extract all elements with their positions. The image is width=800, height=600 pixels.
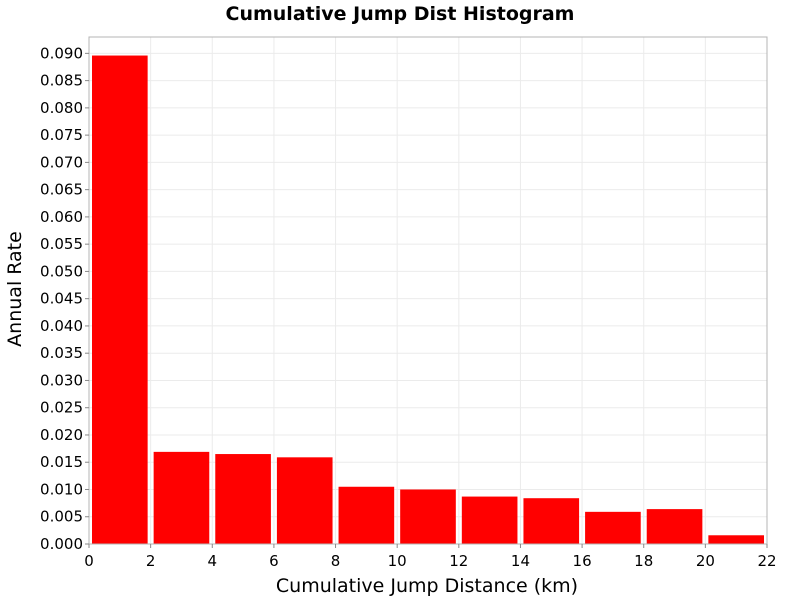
y-tick-label: 0.015 <box>40 453 83 471</box>
histogram-bar <box>585 511 641 544</box>
y-tick-label: 0.000 <box>40 535 83 553</box>
y-tick-label: 0.035 <box>40 344 83 362</box>
x-tick-label: 8 <box>331 552 341 570</box>
y-tick-label: 0.060 <box>40 208 83 226</box>
y-tick-label: 0.030 <box>40 371 83 389</box>
x-tick-label: 0 <box>84 552 94 570</box>
x-tick-label: 4 <box>207 552 217 570</box>
y-tick-label: 0.045 <box>40 290 83 308</box>
chart-title: Cumulative Jump Dist Histogram <box>226 3 575 25</box>
y-tick-label: 0.025 <box>40 399 83 417</box>
histogram-bar <box>461 496 518 544</box>
histogram-bar <box>708 535 764 544</box>
y-tick-label: 0.080 <box>40 99 83 117</box>
histogram-bar <box>400 489 456 544</box>
histogram-bar <box>215 454 271 544</box>
x-tick-label: 10 <box>388 552 407 570</box>
y-tick-label: 0.055 <box>40 235 83 253</box>
y-axis-ticks: 0.000 0.005 0.010 0.015 0.020 0.025 0.030 0.035… <box>40 44 89 553</box>
y-tick-label: 0.085 <box>40 72 83 90</box>
y-tick-label: 0.050 <box>40 262 83 280</box>
histogram-bar <box>153 451 210 544</box>
plot-frame <box>88 36 768 545</box>
y-tick-label: 0.075 <box>40 126 83 144</box>
x-tick-label: 20 <box>696 552 715 570</box>
x-tick-label: 6 <box>269 552 279 570</box>
y-tick-label: 0.065 <box>40 181 83 199</box>
y-axis-label: Annual Rate <box>4 231 26 347</box>
histogram-bar <box>338 486 395 544</box>
y-tick-label: 0.040 <box>40 317 83 335</box>
grid-lines <box>88 37 768 545</box>
x-axis-ticks: 0 2 4 6 8 10 12 14 16 18 20 22 <box>84 544 777 570</box>
y-tick-label: 0.070 <box>40 153 83 171</box>
y-tick-label: 0.090 <box>40 44 83 62</box>
x-tick-label: 18 <box>634 552 653 570</box>
x-tick-label: 22 <box>757 552 776 570</box>
y-tick-label: 0.010 <box>40 480 83 498</box>
y-tick-label: 0.020 <box>40 426 83 444</box>
histogram-bar <box>646 509 703 544</box>
histogram-bar <box>276 457 333 544</box>
histogram-bar <box>523 498 580 544</box>
x-tick-label: 14 <box>511 552 530 570</box>
x-axis-label: Cumulative Jump Distance (km) <box>276 575 578 597</box>
x-tick-label: 16 <box>573 552 592 570</box>
histogram-bar <box>92 55 148 544</box>
bars <box>92 55 764 544</box>
y-tick-label: 0.005 <box>40 508 83 526</box>
x-tick-label: 2 <box>146 552 156 570</box>
x-tick-label: 12 <box>449 552 468 570</box>
